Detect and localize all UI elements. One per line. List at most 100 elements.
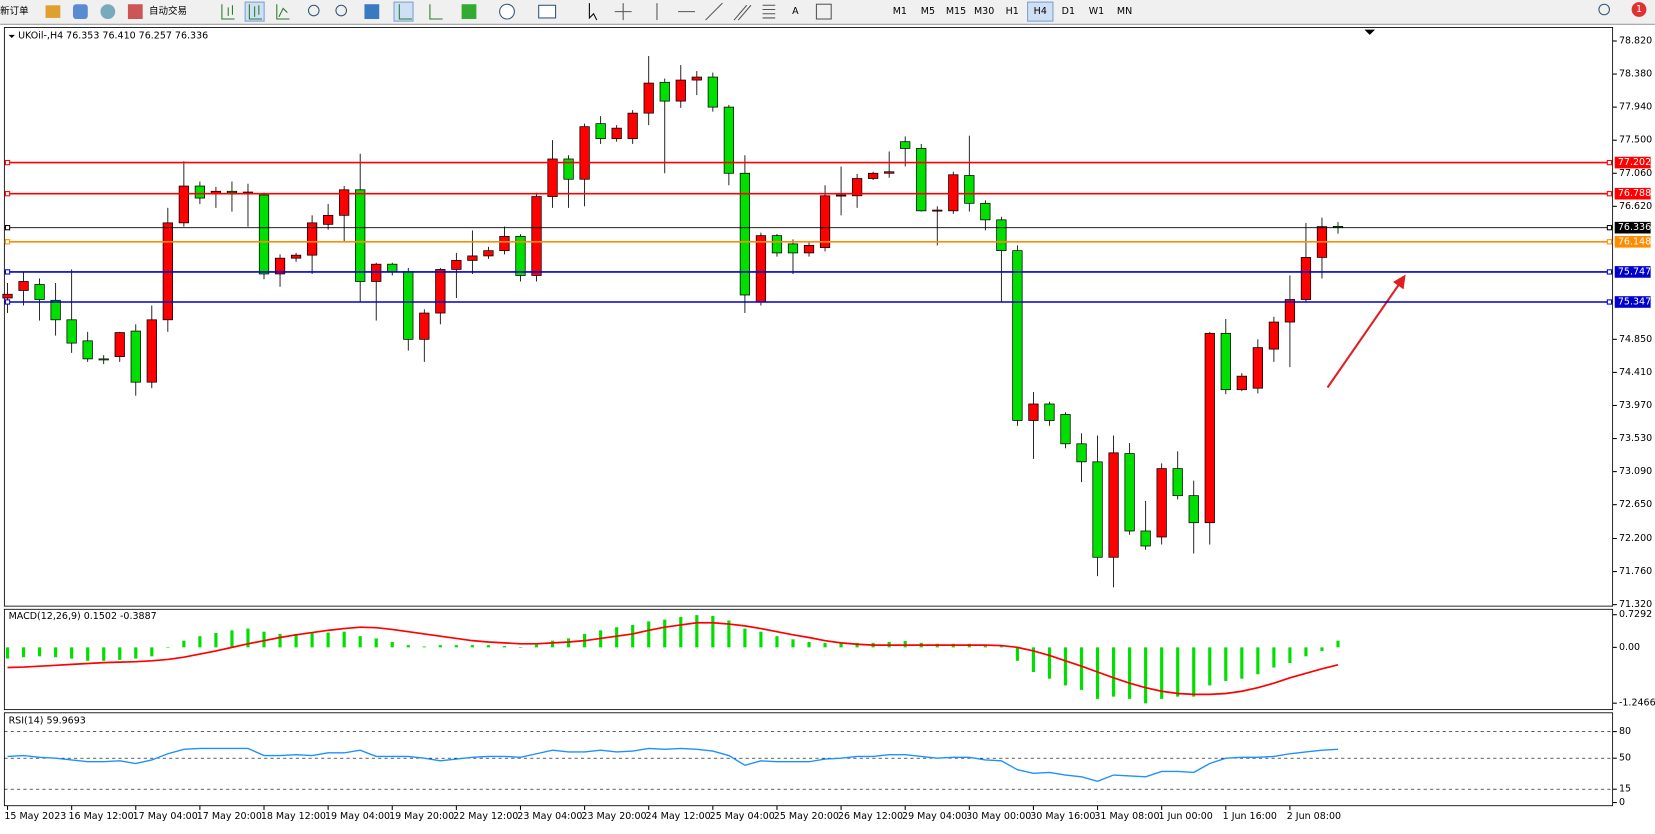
icon[interactable] — [248, 4, 263, 20]
icon[interactable] — [588, 3, 598, 21]
y-tick-label: 0.00 — [1619, 642, 1640, 653]
shift-marker — [1364, 29, 1376, 35]
candle-body — [531, 196, 542, 276]
y-tick-label: 76.620 — [1619, 201, 1652, 212]
menu-button[interactable]: 新订单 — [0, 5, 29, 17]
y-tick-label: 73.530 — [1619, 433, 1652, 444]
timeframe-button[interactable]: H1 — [1006, 6, 1019, 17]
candle-body — [1124, 453, 1135, 532]
macd-bar — [1015, 647, 1019, 661]
icon[interactable] — [705, 2, 723, 21]
level-label: 76.788 — [1618, 188, 1651, 199]
candle-body — [435, 269, 446, 314]
icon[interactable] — [538, 4, 557, 19]
macd-bar — [631, 624, 635, 648]
icon[interactable] — [45, 5, 61, 18]
macd-bar — [727, 620, 731, 648]
macd-bar — [70, 647, 74, 659]
macd-bar — [1063, 647, 1068, 686]
rsi-frame — [3, 712, 1614, 807]
icon[interactable] — [335, 4, 348, 17]
candle-body — [1060, 414, 1071, 445]
level-handle — [1606, 191, 1613, 197]
search-icon[interactable] — [1598, 3, 1610, 16]
candle-body — [884, 171, 895, 174]
timeframe-button[interactable]: W1 — [1089, 6, 1104, 17]
icon[interactable] — [276, 4, 290, 20]
y-tick-label: 0.7292 — [1619, 609, 1652, 620]
timeframe-button[interactable]: H4 — [1034, 6, 1047, 17]
x-tick-label: 25 May 20:00 — [774, 811, 839, 822]
macd-bar — [855, 642, 859, 648]
macd-bar — [1095, 647, 1100, 699]
level-label: 75.347 — [1618, 296, 1651, 307]
level-tag — [1614, 221, 1651, 234]
icon[interactable] — [762, 4, 776, 19]
macd-bar — [518, 647, 523, 648]
candle-body — [1268, 321, 1280, 350]
icon[interactable] — [364, 4, 380, 20]
macd-bar — [198, 636, 202, 648]
icon[interactable] — [127, 4, 143, 20]
macd-bar — [102, 647, 106, 661]
x-tick-label: 26 May 12:00 — [838, 811, 903, 822]
x-tick-label: 19 May 04:00 — [325, 811, 390, 822]
toolbar — [0, 0, 1655, 25]
candle-body — [339, 189, 350, 216]
y-tick-label: 74.850 — [1619, 334, 1652, 345]
icon[interactable] — [398, 4, 412, 20]
candle-body — [819, 195, 831, 249]
icon[interactable] — [733, 4, 752, 21]
icon[interactable] — [815, 3, 832, 20]
candle-body — [178, 185, 189, 224]
macd-bar — [454, 645, 458, 648]
icon-active[interactable] — [393, 1, 414, 22]
icon[interactable] — [429, 4, 443, 20]
timeframe-button[interactable]: M15 — [946, 6, 966, 17]
timeframe-button[interactable]: MN — [1117, 6, 1132, 17]
macd-bar — [118, 647, 122, 660]
macd-bar — [502, 646, 507, 648]
macd-bar — [278, 633, 282, 648]
macd-bar — [791, 639, 795, 648]
timeframe-button[interactable]: D1 — [1062, 6, 1075, 17]
timeframe-button[interactable]: M5 — [921, 6, 935, 17]
timeframe-button[interactable]: M1 — [893, 6, 907, 17]
icon[interactable] — [100, 4, 116, 20]
macd-bar — [807, 641, 811, 648]
candle-body — [467, 255, 478, 261]
menu-button[interactable]: 自动交易 — [149, 5, 187, 17]
macd-bar — [1304, 647, 1308, 657]
macd-bar — [150, 647, 154, 657]
level-handle — [4, 225, 11, 231]
candle-body — [579, 126, 590, 180]
text-tool[interactable]: A — [792, 6, 799, 17]
y-tick-label: 77.940 — [1619, 102, 1652, 113]
candle-body — [1284, 299, 1296, 323]
candle-body — [948, 174, 959, 212]
icon[interactable] — [307, 4, 320, 17]
macd-bar — [374, 638, 378, 648]
notification-badge[interactable] — [1631, 2, 1647, 17]
candle-body — [1172, 468, 1183, 497]
indicator-title: MACD(12,26,9) 0.1502 -0.3887 — [9, 611, 157, 622]
icon[interactable] — [221, 4, 235, 20]
candle-body — [50, 299, 61, 321]
macd-bar — [903, 641, 907, 648]
icon[interactable] — [499, 3, 515, 20]
macd-bar — [566, 638, 571, 648]
candle-body — [1044, 403, 1055, 421]
icon[interactable] — [73, 4, 88, 20]
candle-body — [82, 340, 93, 360]
icon[interactable] — [614, 3, 632, 21]
candle-body — [803, 245, 815, 254]
candle-body — [483, 250, 494, 257]
level-tag — [1614, 156, 1651, 169]
y-tick-label: -1.2466 — [1619, 698, 1655, 709]
macd-bar — [775, 636, 779, 648]
macd-bar — [823, 642, 827, 648]
timeframe-button[interactable]: M30 — [974, 6, 994, 17]
icon[interactable] — [461, 4, 477, 20]
macd-bar — [294, 633, 298, 648]
candle-body — [258, 194, 270, 275]
